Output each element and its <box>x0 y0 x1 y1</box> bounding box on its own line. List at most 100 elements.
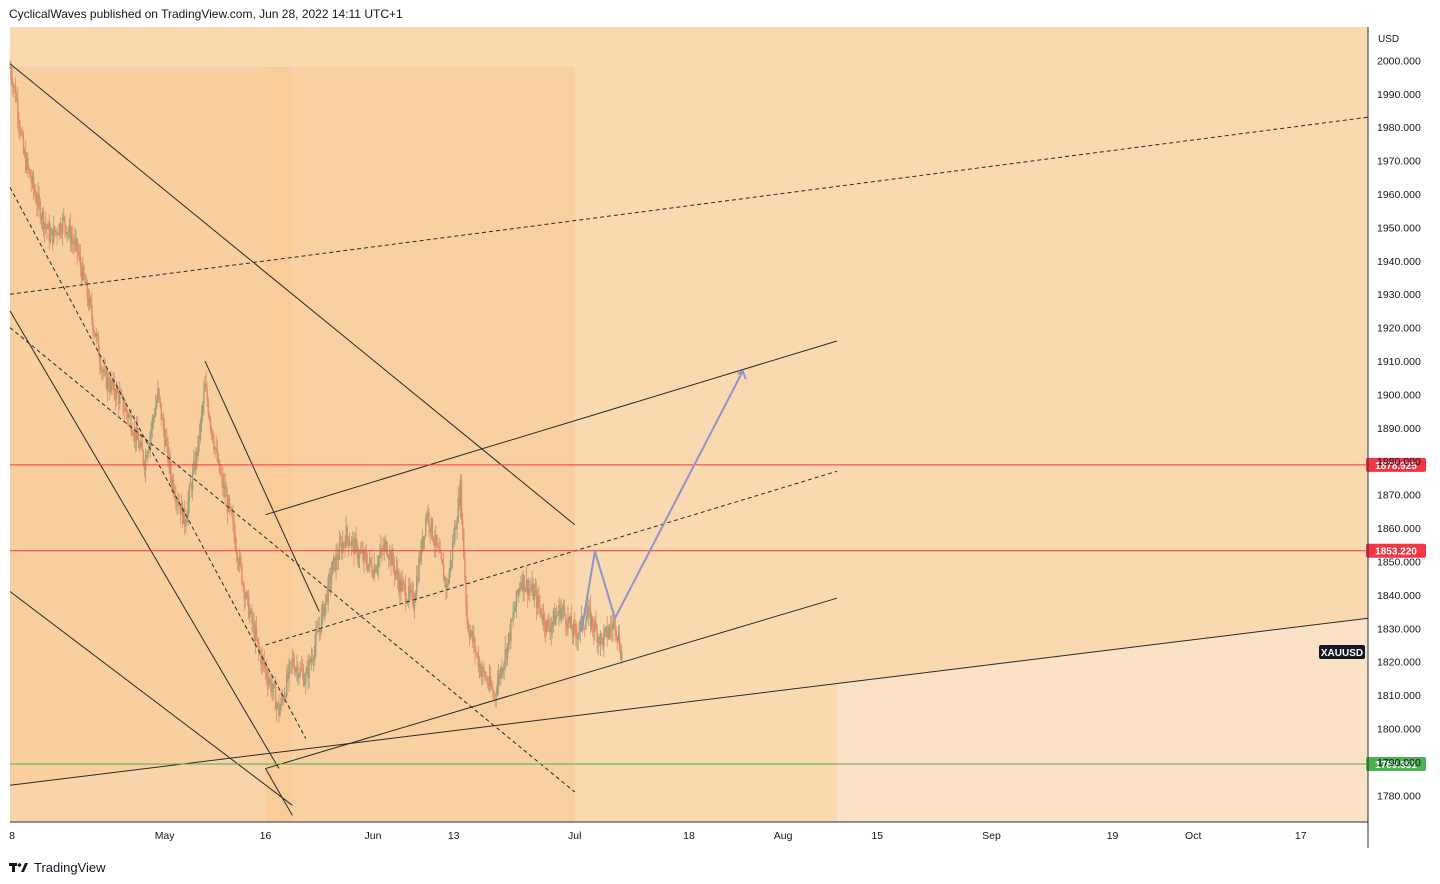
candle-body <box>58 223 60 235</box>
candle-body <box>31 175 34 183</box>
candle-body <box>570 616 573 630</box>
trendline-4[interactable] <box>9 310 280 769</box>
candle-body <box>537 595 539 609</box>
level-tag-3[interactable] <box>1366 757 1426 772</box>
candle-body <box>353 538 355 555</box>
candle-body <box>252 622 254 624</box>
candle-body <box>233 520 235 535</box>
candle-body <box>60 232 63 234</box>
candle-body <box>297 666 299 679</box>
currency-label: USD <box>1378 34 1399 45</box>
candle-body <box>104 369 106 371</box>
candle-body <box>541 616 543 621</box>
trendline-5[interactable] <box>204 360 320 612</box>
projection-line[interactable] <box>580 370 744 632</box>
candle-body <box>227 498 230 512</box>
axes[interactable]: USD 2000.000 1990.000 1980.000 1970.000 1960.… <box>9 27 1421 848</box>
candle-body <box>11 77 13 87</box>
candle-body <box>83 266 85 278</box>
candle-body <box>236 553 239 562</box>
candle-body <box>202 405 204 413</box>
candle-body <box>54 226 56 232</box>
candle-body <box>20 132 22 134</box>
candle-body <box>512 613 514 620</box>
candle-body <box>10 67 12 78</box>
candle-body <box>481 672 483 676</box>
candle-body <box>131 431 133 435</box>
x-tick-label: May <box>155 830 176 842</box>
trendline-8[interactable] <box>9 187 307 739</box>
candle-body <box>49 234 52 242</box>
candle-body <box>124 407 127 411</box>
y-tick-label: 1830.000 <box>1377 623 1421 635</box>
candle-body <box>511 619 513 621</box>
candle-body <box>179 505 182 515</box>
candle-body <box>459 479 462 506</box>
candle-body <box>346 526 348 538</box>
candle-body <box>398 578 400 592</box>
candle-body <box>386 553 389 558</box>
candle-body <box>319 629 322 632</box>
candle-body <box>193 460 195 472</box>
candle-body <box>390 551 392 566</box>
candle-body <box>40 218 43 220</box>
candle-body <box>87 298 90 307</box>
candle-body <box>578 630 580 635</box>
candle-body <box>506 643 509 659</box>
level-tag-2[interactable] <box>1366 543 1426 558</box>
trendline-3[interactable] <box>9 63 576 526</box>
candle-body <box>279 707 281 716</box>
projection-path[interactable] <box>580 369 747 632</box>
candle-body <box>529 588 531 590</box>
candle-body <box>603 632 605 647</box>
candle-body <box>615 630 617 637</box>
candle-body <box>362 551 364 561</box>
trendline-6[interactable] <box>9 591 293 806</box>
candle-body <box>419 558 421 562</box>
candle-body <box>97 336 100 356</box>
candle-body <box>516 590 519 595</box>
trendline-1[interactable] <box>9 116 1369 295</box>
candle-body <box>576 634 578 640</box>
candle-body <box>189 486 192 487</box>
candle-body <box>444 577 446 581</box>
trendline-7[interactable] <box>265 768 293 816</box>
candle-body <box>604 628 606 633</box>
symbol-badge[interactable] <box>1319 644 1365 659</box>
trendlines[interactable] <box>9 63 1369 816</box>
candle-body <box>180 503 183 515</box>
trendline-11[interactable] <box>265 470 838 646</box>
x-tick-label: Oct <box>1185 830 1201 842</box>
trendline-12[interactable] <box>265 597 838 770</box>
candle-body <box>561 608 564 610</box>
y-tick-label: 1970.000 <box>1377 156 1421 168</box>
candle-body <box>146 455 148 459</box>
candle-body <box>244 597 246 599</box>
candle-body <box>195 451 197 471</box>
candle-body <box>168 455 170 463</box>
candle-body <box>302 671 305 686</box>
trendline-2[interactable] <box>9 617 1369 786</box>
candle-body <box>93 330 95 333</box>
candle-body <box>308 659 310 678</box>
candle-body <box>174 493 176 498</box>
candle-body <box>242 584 244 585</box>
candle-body <box>440 552 443 560</box>
horizontal-levels[interactable]: 1878.925 1853.220 1789.351 <box>10 457 1426 772</box>
candle-body <box>55 230 57 232</box>
candle-body <box>496 683 499 695</box>
candle-body <box>137 427 139 440</box>
candle-body <box>13 85 16 87</box>
candle-body <box>618 634 621 650</box>
level-tag-1[interactable] <box>1366 457 1426 472</box>
candle-body <box>221 474 223 476</box>
candle-body <box>123 410 125 412</box>
candle-body <box>416 576 418 595</box>
candle-body <box>317 630 319 633</box>
candle-body <box>498 674 501 679</box>
candle-body <box>556 614 558 616</box>
trendline-10[interactable] <box>265 340 838 516</box>
trendline-9[interactable] <box>9 327 576 793</box>
candle-body <box>73 241 75 245</box>
